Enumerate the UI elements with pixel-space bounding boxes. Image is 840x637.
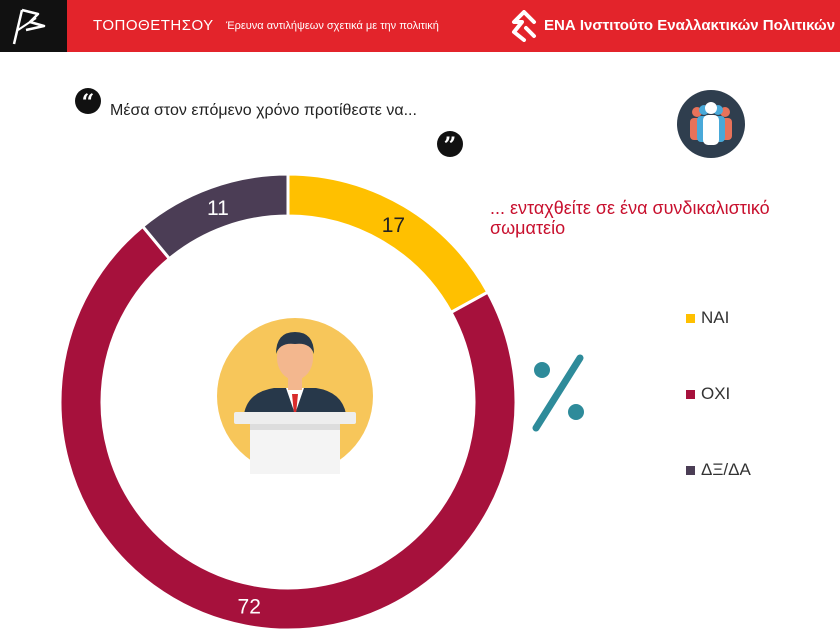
- legend-label-no: ΟΧΙ: [701, 384, 731, 403]
- percent-icon: [532, 354, 584, 432]
- donut-slice-no: [58, 224, 518, 632]
- open-quote-icon: “: [75, 88, 101, 116]
- donut-value-label-dk: 11: [207, 197, 229, 220]
- legend-swatch-yes: [686, 314, 695, 323]
- legend-swatch-dk: [686, 466, 695, 475]
- donut-slice-dk: [140, 172, 290, 261]
- question-text: Μέσα στον επόμενο χρόνο προτίθεστε να...: [110, 102, 417, 119]
- flag-logo-icon: [12, 8, 46, 45]
- brand-logo[interactable]: [0, 0, 67, 52]
- header-subtitle: Έρευνα αντιλήψεων σχετικά με την πολιτικ…: [226, 20, 439, 32]
- donut-slice-yes: [286, 172, 490, 315]
- legend-swatch-no: [686, 390, 695, 399]
- legend-label-yes: ΝΑΙ: [701, 308, 730, 327]
- institute-name: ΕΝΑ Ινστιτούτο Εναλλακτικών Πολιτικών: [544, 17, 836, 34]
- donut-value-label-yes: 17: [382, 214, 405, 237]
- donut-chart: 17 72 11: [58, 172, 518, 632]
- close-quote-icon: ”: [437, 131, 463, 159]
- people-icon: [677, 90, 745, 158]
- header-bar: ΤΟΠΟΘΕΤΗΣΟΥ Έρευνα αντιλήψεων σχετικά με…: [0, 0, 840, 52]
- ena-logo-icon: [512, 10, 536, 42]
- legend-label-dk: ΔΞ/ΔΑ: [701, 460, 751, 479]
- speaker-podium-icon: [217, 318, 373, 474]
- question-continuation: ... ενταχθείτε σε ένα συνδικαλιστικό σωμ…: [490, 198, 770, 238]
- donut-value-label-no: 72: [238, 595, 261, 618]
- brand-name: ΤΟΠΟΘΕΤΗΣΟΥ: [93, 17, 214, 34]
